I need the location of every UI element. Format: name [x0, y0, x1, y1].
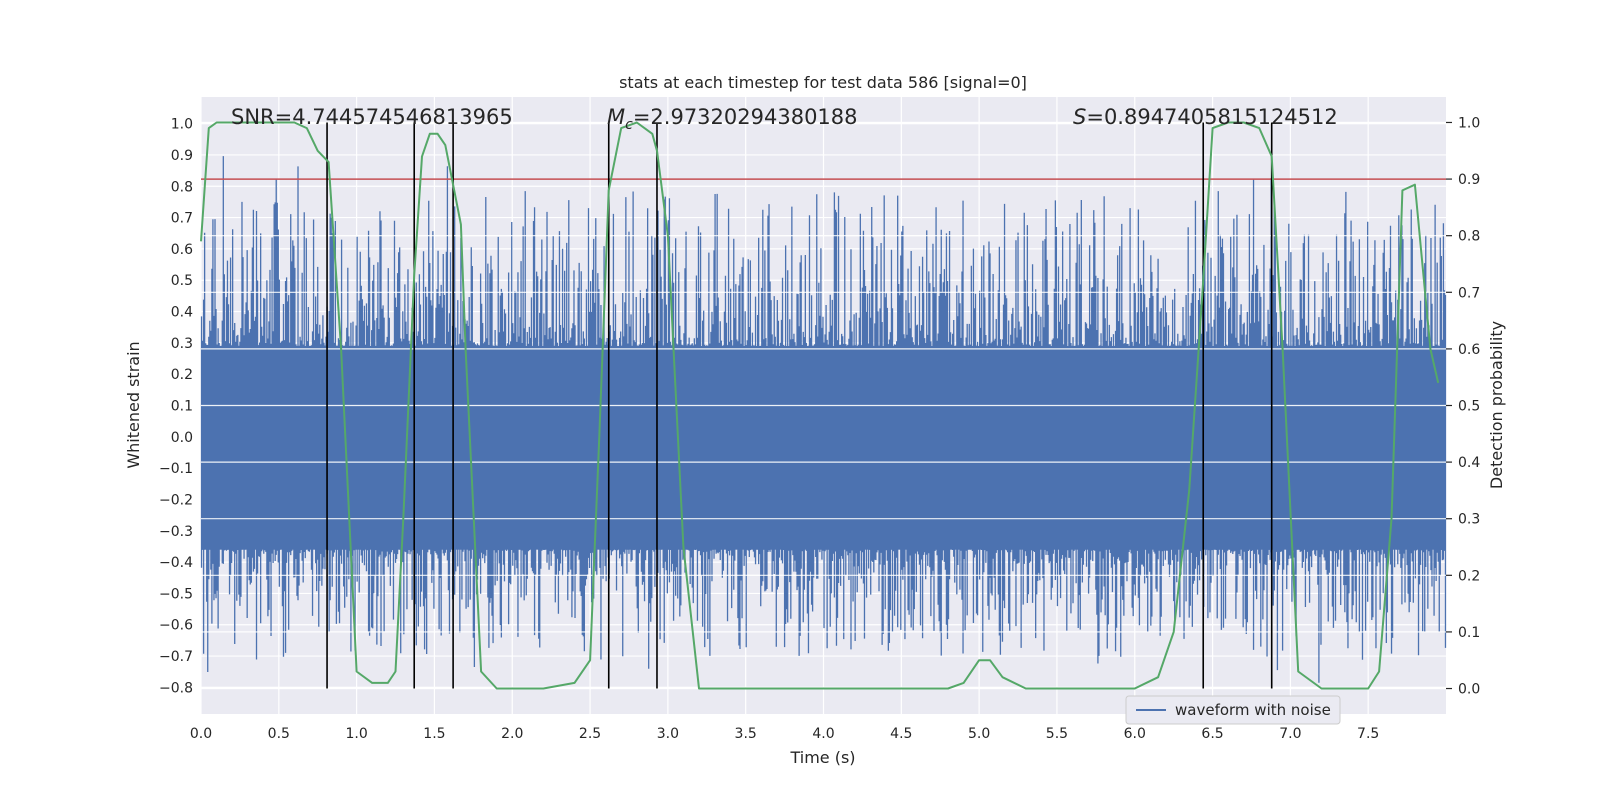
y-axis-right-label: Detection probability	[1487, 321, 1506, 489]
x-tick-label: 1.0	[345, 726, 367, 742]
x-tick-label: 3.0	[657, 726, 679, 742]
y-left-tick-label: −0.4	[159, 555, 193, 571]
y-right-tick-label: 0.5	[1458, 399, 1480, 415]
y-left-tick-label: 0.6	[171, 242, 193, 258]
y-left-tick-label: −0.3	[159, 524, 193, 540]
detection-probability-series	[200, 121, 1440, 690]
y-axis-left-ticks: 1.0 0.9 0.8 0.7 0.6 0.5 0.4 0.3 0.2 0.1 0.0 −0.1 −0.…	[159, 117, 193, 697]
y-right-tick-label: 0.6	[1458, 342, 1480, 358]
x-tick-label: 6.0	[1124, 726, 1146, 742]
y-right-tick-label: 0.4	[1458, 455, 1480, 471]
legend-box	[1125, 695, 1341, 725]
chart-title: stats at each timestep for test data 586…	[619, 73, 1027, 92]
chirp-mass-symbol: M	[607, 105, 625, 129]
s-annotation: S=0.8947405815124512	[1073, 105, 1338, 129]
y-left-tick-label: −0.5	[159, 586, 193, 602]
x-tick-label: 3.5	[735, 726, 757, 742]
y-left-tick-label: −0.7	[159, 649, 193, 665]
x-tick-label: 1.5	[423, 726, 445, 742]
chirp-mass-subscript: c	[625, 117, 633, 133]
y-left-tick-label: 0.8	[171, 179, 193, 195]
y-left-tick-label: 0.4	[171, 305, 193, 321]
y-left-tick-label: 0.2	[171, 367, 193, 383]
y-right-tick-label: 0.3	[1458, 512, 1480, 528]
x-axis-ticks: 0.0 0.5 1.0 1.5 2.0 2.5 3.0 3.5 4.0 4.5 5.0 5.5 6.0 6…	[190, 726, 1379, 742]
y-left-tick-label: −0.8	[159, 680, 193, 696]
detection-probability-line	[200, 121, 1440, 690]
y-left-tick-label: 0.3	[171, 336, 193, 352]
s-symbol: S	[1073, 105, 1086, 129]
y-left-tick-label: 0.7	[171, 211, 193, 227]
y-right-tick-label: 0.0	[1458, 682, 1480, 698]
x-tick-label: 0.0	[190, 726, 212, 742]
x-tick-label: 5.5	[1046, 726, 1068, 742]
y-left-tick-label: −0.2	[159, 492, 193, 508]
y-right-tick-label: 0.2	[1458, 568, 1480, 584]
x-axis-label: Time (s)	[789, 748, 855, 767]
x-tick-label: 2.5	[579, 726, 601, 742]
y-left-tick-label: 1.0	[171, 117, 193, 133]
legend-entry-waveform: waveform with noise	[1175, 701, 1331, 719]
y-left-tick-label: −0.1	[159, 461, 193, 477]
snr-annotation: SNR=4.744574546813965	[231, 105, 513, 129]
y-left-tick-label: 0.9	[171, 148, 193, 164]
y-left-tick-label: 0.1	[171, 399, 193, 415]
legend: waveform with noise	[1125, 695, 1341, 725]
y-right-tick-label: 0.9	[1458, 172, 1480, 188]
s-value: =0.8947405815124512	[1086, 105, 1337, 129]
y-left-tick-label: −0.6	[159, 618, 193, 634]
x-tick-label: 0.5	[268, 726, 290, 742]
y-axis-left-label: Whitened strain	[124, 341, 143, 468]
y-right-tick-label: 1.0	[1458, 115, 1480, 131]
x-tick-label: 4.5	[890, 726, 912, 742]
y-right-tick-label: 0.8	[1458, 229, 1480, 245]
waveform-core-band	[201, 345, 1446, 550]
y-left-tick-label: 0.0	[171, 430, 193, 446]
waveform-with-noise-series	[200, 121, 1447, 690]
x-tick-label: 4.0	[812, 726, 834, 742]
y-right-tick-label: 0.7	[1458, 285, 1480, 301]
vertical-lines	[326, 122, 1273, 689]
y-axis-right-ticks: 1.0 0.9 0.8 0.7 0.6 0.5 0.4 0.3 0.2 0.1 0.0	[1446, 115, 1480, 698]
x-tick-label: 7.0	[1279, 726, 1301, 742]
x-tick-label: 6.5	[1201, 726, 1223, 742]
chirp-mass-annotation: Mc=2.97320294380188	[607, 105, 858, 133]
chirp-mass-value: =2.97320294380188	[633, 105, 858, 129]
x-tick-label: 5.0	[968, 726, 990, 742]
x-tick-label: 2.0	[501, 726, 523, 742]
y-right-tick-label: 0.1	[1458, 625, 1480, 641]
x-tick-label: 7.5	[1357, 726, 1379, 742]
y-left-tick-label: 0.5	[171, 273, 193, 289]
